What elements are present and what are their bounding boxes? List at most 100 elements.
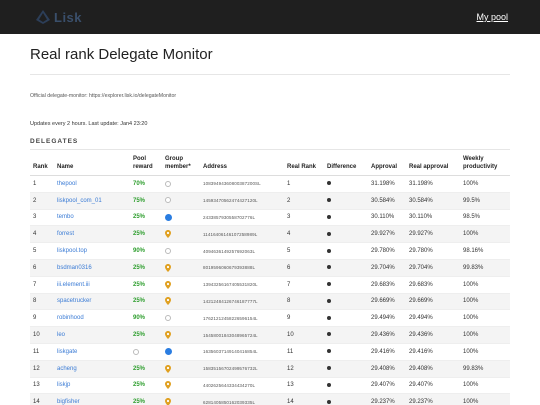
address-cell: 4402625644334434270L bbox=[200, 377, 284, 395]
address-cell: 14593470562474427120L bbox=[200, 192, 284, 210]
delegate-name-link[interactable]: forrest bbox=[54, 225, 130, 244]
location-pin-icon bbox=[165, 297, 171, 306]
rank-cell: 14 bbox=[30, 393, 54, 405]
weekly-productivity-cell: 100% bbox=[460, 377, 510, 395]
blue-dot-icon bbox=[165, 348, 172, 356]
dot-icon bbox=[327, 332, 331, 337]
column-header[interactable]: Address bbox=[200, 152, 284, 176]
difference-cell bbox=[324, 393, 368, 405]
column-header[interactable]: Pool reward bbox=[130, 152, 162, 176]
approval-cell: 29.408% bbox=[368, 360, 406, 378]
table-row: 2 liskpool_com_01 75% 14593470562474427120L… bbox=[30, 192, 510, 210]
real-approval-cell: 29.237% bbox=[406, 393, 460, 405]
dot-icon bbox=[327, 248, 331, 253]
difference-cell bbox=[324, 242, 368, 260]
address-cell: 10839494360800387200SL bbox=[200, 175, 284, 193]
approval-cell: 29.683% bbox=[368, 276, 406, 294]
rank-cell: 1 bbox=[30, 175, 54, 193]
approval-cell: 29.436% bbox=[368, 326, 406, 344]
table-row: 3 tembo 25% 2433857930558702776L 3 30.110% 30.… bbox=[30, 209, 510, 227]
real-rank-cell: 10 bbox=[284, 326, 324, 344]
group-member-cell bbox=[162, 360, 200, 378]
real-rank-cell: 4 bbox=[284, 225, 324, 244]
pool-reward-cell bbox=[130, 343, 162, 361]
location-pin-icon bbox=[165, 263, 171, 272]
pool-reward-cell: 75% bbox=[130, 192, 162, 210]
column-header[interactable]: Name bbox=[54, 152, 130, 176]
real-rank-cell: 9 bbox=[284, 309, 324, 328]
group-member-cell bbox=[162, 393, 200, 405]
difference-cell bbox=[324, 276, 368, 294]
weekly-productivity-cell: 100% bbox=[460, 293, 510, 311]
pool-reward-cell: 25% bbox=[130, 393, 162, 405]
rank-cell: 7 bbox=[30, 276, 54, 294]
column-header[interactable]: Real Rank bbox=[284, 152, 324, 176]
table-row: 1 thepool 70% 10839494360800387200SL 1 31.198… bbox=[30, 175, 510, 193]
column-header[interactable]: Group member* bbox=[162, 152, 200, 176]
group-member-cell bbox=[162, 225, 200, 244]
dot-icon bbox=[327, 198, 331, 203]
address-cell: 4094636149257692063L bbox=[200, 242, 284, 260]
approval-cell: 29.669% bbox=[368, 293, 406, 311]
weekly-productivity-cell: 99.83% bbox=[460, 360, 510, 378]
column-header[interactable]: Weekly productivity bbox=[460, 152, 510, 176]
pool-reward-cell: 25% bbox=[130, 209, 162, 227]
real-rank-cell: 3 bbox=[284, 209, 324, 227]
column-header[interactable]: Rank bbox=[30, 152, 54, 176]
weekly-productivity-cell: 100% bbox=[460, 225, 510, 244]
main-content: Real rank Delegate Monitor Official dele… bbox=[0, 46, 540, 405]
delegate-name-link[interactable]: liskgate bbox=[54, 343, 130, 361]
rank-cell: 9 bbox=[30, 309, 54, 328]
rank-cell: 11 bbox=[30, 343, 54, 361]
difference-cell bbox=[324, 192, 368, 210]
delegate-name-link[interactable]: acheng bbox=[54, 360, 130, 378]
approval-cell: 29.416% bbox=[368, 343, 406, 361]
weekly-productivity-cell: 98.5% bbox=[460, 209, 510, 227]
column-header[interactable]: Difference bbox=[324, 152, 368, 176]
difference-cell bbox=[324, 209, 368, 227]
logo[interactable]: Lisk bbox=[36, 10, 82, 25]
difference-cell bbox=[324, 360, 368, 378]
table-row: 7 iii.element.iii 25% 13943256167405531820L… bbox=[30, 276, 510, 294]
real-rank-cell: 12 bbox=[284, 360, 324, 378]
delegate-name-link[interactable]: iii.element.iii bbox=[54, 276, 130, 294]
address-cell: 16356037149140416854L bbox=[200, 343, 284, 361]
difference-cell bbox=[324, 225, 368, 244]
group-member-cell bbox=[162, 309, 200, 328]
difference-cell bbox=[324, 309, 368, 328]
empty-circle-icon bbox=[133, 348, 139, 355]
approval-cell: 29.237% bbox=[368, 393, 406, 405]
column-header[interactable]: Approval bbox=[368, 152, 406, 176]
rank-cell: 10 bbox=[30, 326, 54, 344]
group-member-cell bbox=[162, 242, 200, 260]
delegate-name-link[interactable]: robinhood bbox=[54, 309, 130, 328]
delegate-name-link[interactable]: bigfisher bbox=[54, 393, 130, 405]
real-approval-cell: 29.669% bbox=[406, 293, 460, 311]
section-heading-delegates: DELEGATES bbox=[30, 138, 79, 145]
approval-cell: 31.198% bbox=[368, 175, 406, 193]
real-rank-cell: 7 bbox=[284, 276, 324, 294]
my-pool-link[interactable]: My pool bbox=[476, 12, 508, 22]
dot-icon bbox=[327, 315, 331, 320]
delegate-name-link[interactable]: leo bbox=[54, 326, 130, 344]
difference-cell bbox=[324, 343, 368, 361]
approval-cell: 29.407% bbox=[368, 377, 406, 395]
delegate-name-link[interactable]: spacetrucker bbox=[54, 293, 130, 311]
delegate-name-link[interactable]: tembo bbox=[54, 209, 130, 227]
empty-circle-icon bbox=[165, 314, 171, 321]
delegate-name-link[interactable]: liskjp bbox=[54, 377, 130, 395]
pool-reward-cell: 25% bbox=[130, 377, 162, 395]
location-pin-icon bbox=[165, 364, 171, 373]
rank-cell: 4 bbox=[30, 225, 54, 244]
location-pin-icon bbox=[165, 331, 171, 340]
real-rank-cell: 5 bbox=[284, 242, 324, 260]
weekly-productivity-cell: 100% bbox=[460, 326, 510, 344]
delegate-name-link[interactable]: bsdman0316 bbox=[54, 259, 130, 277]
delegate-name-link[interactable]: thepool bbox=[54, 175, 130, 193]
approval-cell: 30.584% bbox=[368, 192, 406, 210]
column-header[interactable]: Real approval bbox=[406, 152, 460, 176]
delegate-name-link[interactable]: liskpool_com_01 bbox=[54, 192, 130, 210]
dot-icon bbox=[327, 399, 331, 404]
delegate-name-link[interactable]: liskpool.top bbox=[54, 242, 130, 260]
address-cell: 15458001843048965724L bbox=[200, 326, 284, 344]
